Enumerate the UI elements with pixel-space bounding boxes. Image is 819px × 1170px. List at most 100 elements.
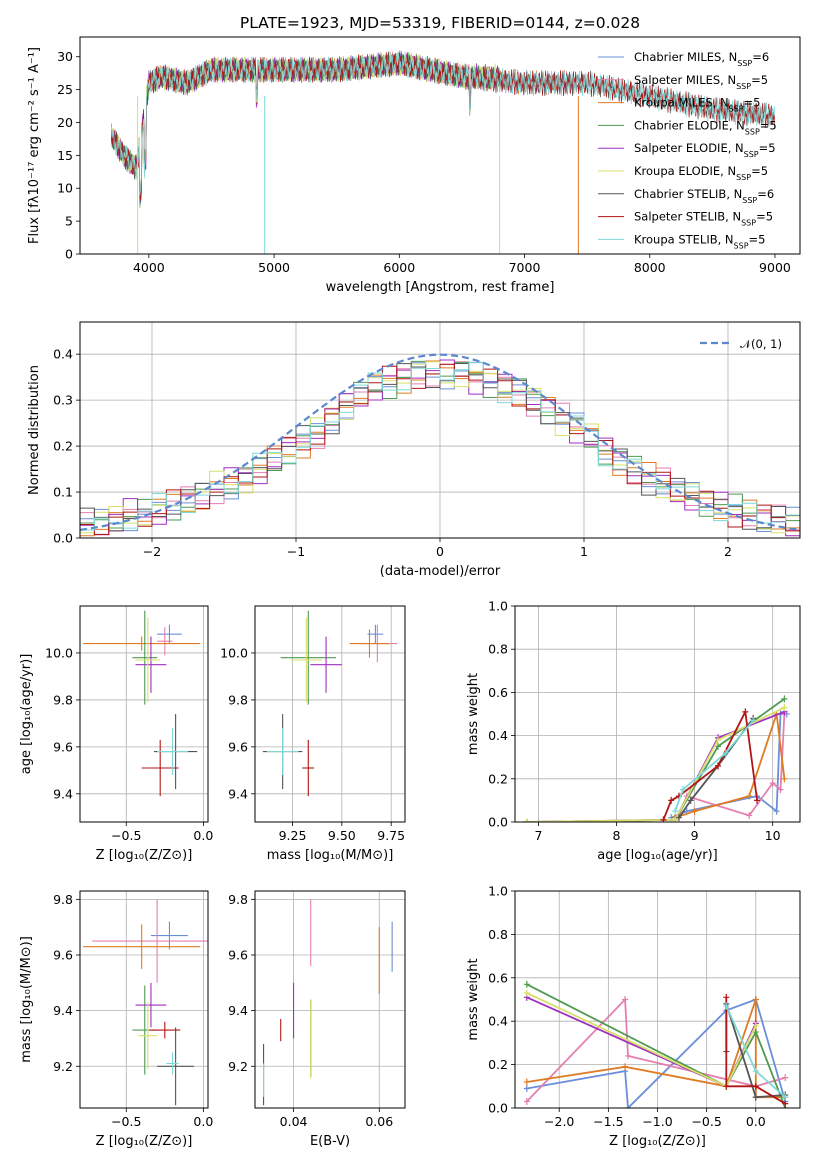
weight-marker [752,1082,759,1090]
weight-line-salpeter-elodie [526,996,757,1088]
histogram-chabrier-stelib [80,363,800,538]
weight-marker [781,704,788,712]
weight-marker [723,1082,730,1090]
weight-marker [777,786,784,794]
weight-marker [723,1002,730,1010]
x-tick-label: 0.06 [365,1114,393,1129]
y-tick-label: 0.0 [488,1101,508,1116]
error-cross-kroupa-miles [83,636,201,651]
y-tick-label: 9.6 [228,739,248,754]
plot-area [83,899,208,1106]
y-tick-label: 0.8 [488,927,508,942]
chart-panel-3: −0.5 0.0 9.4 9.6 9.8 10.0 Z [log₁₀(Z/Z⊙)] age [… [19,605,213,863]
x-axis-label: (data-model)/error [380,564,501,579]
x-axis-label: Z [log₁₀(Z/Z⊙)] [96,1134,193,1149]
error-cross-chabrier-stelib [157,1027,195,1106]
chart-panel-4: 9.25 9.50 9.75 9.4 9.6 9.8 10.0 mass [log₁₀(M/M… [220,605,406,863]
weight-marker [715,742,722,750]
y-tick-label: 10 [57,181,73,196]
gridlines [80,606,208,822]
chart-panel-1: 4000 5000 6000 7000 8000 9000 0 5 10 15 20 25 30 wave… [27,14,801,295]
y-tick-label: 0.8 [488,642,508,657]
y-axis-label: Normed distribution [27,365,42,495]
legend-label-salpeter-stelib: Salpeter STELIB, NSSP=5 [634,210,773,228]
weight-marker [622,1063,629,1071]
legend: Chabrier MILES, NSSP=6 Salpeter MILES, NS… [598,50,777,250]
weight-marker [625,1052,632,1060]
weight-marker [691,807,698,815]
axes-frame [514,890,801,1109]
weight-marker [752,996,759,1003]
weight-line-kroupa-elodie [526,992,757,1088]
weight-marker [754,796,761,804]
x-axis-label: mass [log₁₀(M/M⊙)] [267,848,394,863]
x-tick-label: 0.0 [193,828,213,843]
weight-marker [523,980,530,988]
y-tick-label: 0 [65,247,73,262]
y-axis-label: Flux [fλ10⁻¹⁷ erg cm⁻² s⁻¹ A⁻¹] [27,47,42,244]
chart-panel-8: −2.0 −1.5 −1.0 −0.5 0.0 0.0 0.2 0.4 0.6 0.8 1.0 Z [… [466,884,801,1149]
plot-area [83,610,201,797]
x-tick-label: 9.50 [328,828,356,843]
y-tick-label: 0.2 [488,1057,508,1072]
weight-marker [752,1067,759,1075]
error-cross-kroupa-miles [83,924,201,969]
y-axis-label: mass weight [466,673,481,755]
error-cross-salpeter-miles [92,899,208,983]
x-tick-label: 0.04 [280,1114,308,1129]
y-tick-label: 0.4 [53,347,73,362]
axes-frame [79,321,801,539]
x-tick-label: 9.25 [279,828,307,843]
y-tick-label: 9.8 [228,692,248,707]
y-tick-label: 0.4 [488,728,508,743]
x-tick-label: 7000 [509,260,541,275]
plot-area [80,353,800,538]
y-tick-label: 9.8 [228,892,248,907]
chart-panel-2: −2 −1 0 1 2 0.0 0.1 0.2 0.3 0.4 (data-model)/error… [27,321,801,579]
x-tick-label: −0.5 [111,828,141,843]
weight-marker [769,779,776,787]
y-tick-label: 9.6 [53,947,73,962]
y-tick-label: 0.2 [53,439,73,454]
x-tick-label: 9000 [759,260,791,275]
x-tick-label: 0.0 [746,1114,766,1129]
y-tick-label: 0.6 [488,970,508,985]
legend-label-chabrier-stelib: Chabrier STELIB, NSSP=6 [634,187,774,205]
chart-panel-5: 7 8 9 10 0.0 0.2 0.4 0.6 0.8 1.0 age [log₁₀(age/yr… [466,599,801,863]
x-tick-label: −0.5 [111,1114,141,1129]
error-cross-salpeter-elodie [310,636,342,693]
plot-area [523,695,790,822]
error-cross-chabrier-elodie [280,610,336,705]
x-tick-label: 10 [765,828,781,843]
weight-marker [773,807,780,815]
x-tick-label: 0.0 [193,1114,213,1129]
gridlines [255,606,405,822]
y-axis-label: age [log₁₀(age/yr)] [19,654,34,775]
weight-marker [679,786,686,794]
gridlines [80,891,208,1108]
weight-marker [625,1104,632,1108]
y-tick-label: 9.4 [53,786,73,801]
weight-line-kroupa-miles [674,713,786,819]
chart-panel-6: −0.5 0.0 9.2 9.4 9.6 9.8 Z [log₁₀(Z/Z⊙)] mass [… [19,890,213,1149]
x-tick-label: 8000 [634,260,666,275]
histogram-kroupa-stelib [80,361,800,538]
weight-marker [715,762,722,770]
weight-marker [782,1074,789,1082]
axes-frame [79,890,209,1109]
error-cross-salpeter-stelib [149,1021,181,1039]
y-tick-label: 0.1 [53,485,73,500]
error-cross-salpeter-stelib [302,739,315,797]
error-cross-chabrier-miles [367,624,384,644]
x-tick-label: −2.0 [544,1114,574,1129]
axes-frame [79,605,209,823]
error-cross-kroupa-elodie [290,617,323,703]
weight-marker [672,816,679,822]
y-tick-label: 9.8 [53,692,73,707]
y-tick-label: 9.2 [228,1059,248,1074]
weight-marker [675,814,682,822]
x-axis-label: Z [log₁₀(Z/Z⊙)] [609,1134,706,1149]
x-axis-label: E(B-V) [310,1134,350,1149]
y-tick-label: 10.0 [220,645,248,660]
